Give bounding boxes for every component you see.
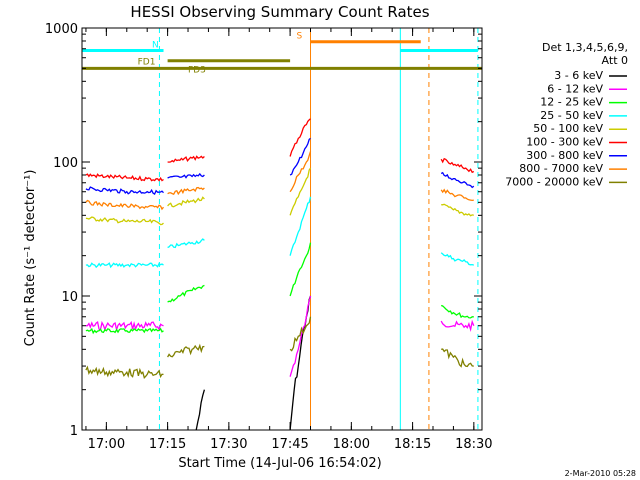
x-tick-label: 18:30 bbox=[455, 437, 492, 452]
series-line bbox=[85, 320, 164, 333]
legend-header: Att 0 bbox=[602, 54, 628, 67]
flag-label: FD3 bbox=[188, 65, 206, 75]
series-line bbox=[289, 151, 312, 193]
series-line bbox=[440, 319, 475, 332]
series-line bbox=[167, 196, 205, 208]
x-tick-label: 18:00 bbox=[333, 437, 370, 452]
series-line bbox=[289, 295, 312, 377]
series-line bbox=[289, 167, 312, 216]
series-line bbox=[440, 171, 475, 189]
series-line bbox=[289, 118, 311, 157]
series-line bbox=[167, 238, 205, 249]
legend-header: Det 1,3,4,5,6,9, bbox=[542, 41, 628, 54]
x-tick-label: 17:15 bbox=[149, 437, 186, 452]
y-tick-label: 1 bbox=[70, 424, 78, 439]
series-line bbox=[85, 216, 164, 226]
y-tick-label: 10 bbox=[61, 290, 78, 305]
flag-label: N bbox=[152, 40, 159, 50]
series-line bbox=[85, 262, 164, 269]
legend-label: 100 - 300 keV bbox=[526, 136, 603, 149]
series-line bbox=[85, 327, 164, 335]
x-axis-label: Start Time (14-Jul-06 16:54:02) bbox=[178, 456, 381, 471]
x-tick-label: 17:30 bbox=[210, 437, 247, 452]
legend-label: 25 - 50 keV bbox=[540, 109, 603, 122]
series-line bbox=[167, 186, 205, 196]
series-line bbox=[167, 284, 205, 303]
series-line bbox=[289, 316, 312, 352]
flag-label: S bbox=[297, 32, 303, 42]
plot-area: N FD1 FD3 S bbox=[81, 28, 482, 431]
legend-label: 12 - 25 keV bbox=[540, 96, 603, 109]
y-tick-label: 100 bbox=[53, 156, 78, 171]
series-line bbox=[440, 252, 474, 266]
y-tick-label: 1000 bbox=[45, 22, 78, 37]
x-tick-label: 17:45 bbox=[271, 437, 308, 452]
legend-label: 800 - 7000 keV bbox=[519, 162, 603, 175]
series-line bbox=[85, 199, 164, 211]
series-line bbox=[441, 348, 474, 368]
x-tick-label: 18:15 bbox=[394, 437, 431, 452]
flag-label: FD1 bbox=[138, 58, 156, 68]
plot-frame bbox=[81, 27, 483, 431]
series-line bbox=[289, 196, 312, 256]
y-axis-label: Count Rate (s⁻¹ detector⁻¹) bbox=[23, 170, 38, 347]
series-line bbox=[167, 172, 205, 179]
legend-label: 6 - 12 keV bbox=[547, 82, 603, 95]
series-line bbox=[440, 304, 474, 319]
series-line bbox=[167, 155, 205, 163]
legend-label: 7000 - 20000 keV bbox=[505, 175, 603, 188]
legend-label: 50 - 100 keV bbox=[533, 122, 603, 135]
series-line bbox=[289, 242, 312, 297]
chart-title: HESSI Observing Summary Count Rates bbox=[130, 3, 429, 21]
legend-label: 300 - 800 keV bbox=[526, 149, 603, 162]
series-line bbox=[289, 137, 311, 176]
series-line bbox=[85, 173, 164, 182]
series-line bbox=[441, 203, 474, 217]
footer-date: 2-Mar-2010 05:28 bbox=[565, 469, 636, 478]
series-line bbox=[85, 186, 164, 196]
legend-label: 3 - 6 keV bbox=[554, 69, 603, 82]
series-line bbox=[85, 365, 164, 379]
x-tick-label: 17:00 bbox=[88, 437, 125, 452]
series-line bbox=[195, 389, 206, 431]
series-line bbox=[167, 343, 205, 358]
series-line bbox=[440, 157, 475, 174]
series-line bbox=[440, 188, 474, 202]
axes: 1 10 100 1000 17:00 17:15 17:30 17:45 18:00 18:15… bbox=[45, 22, 493, 452]
